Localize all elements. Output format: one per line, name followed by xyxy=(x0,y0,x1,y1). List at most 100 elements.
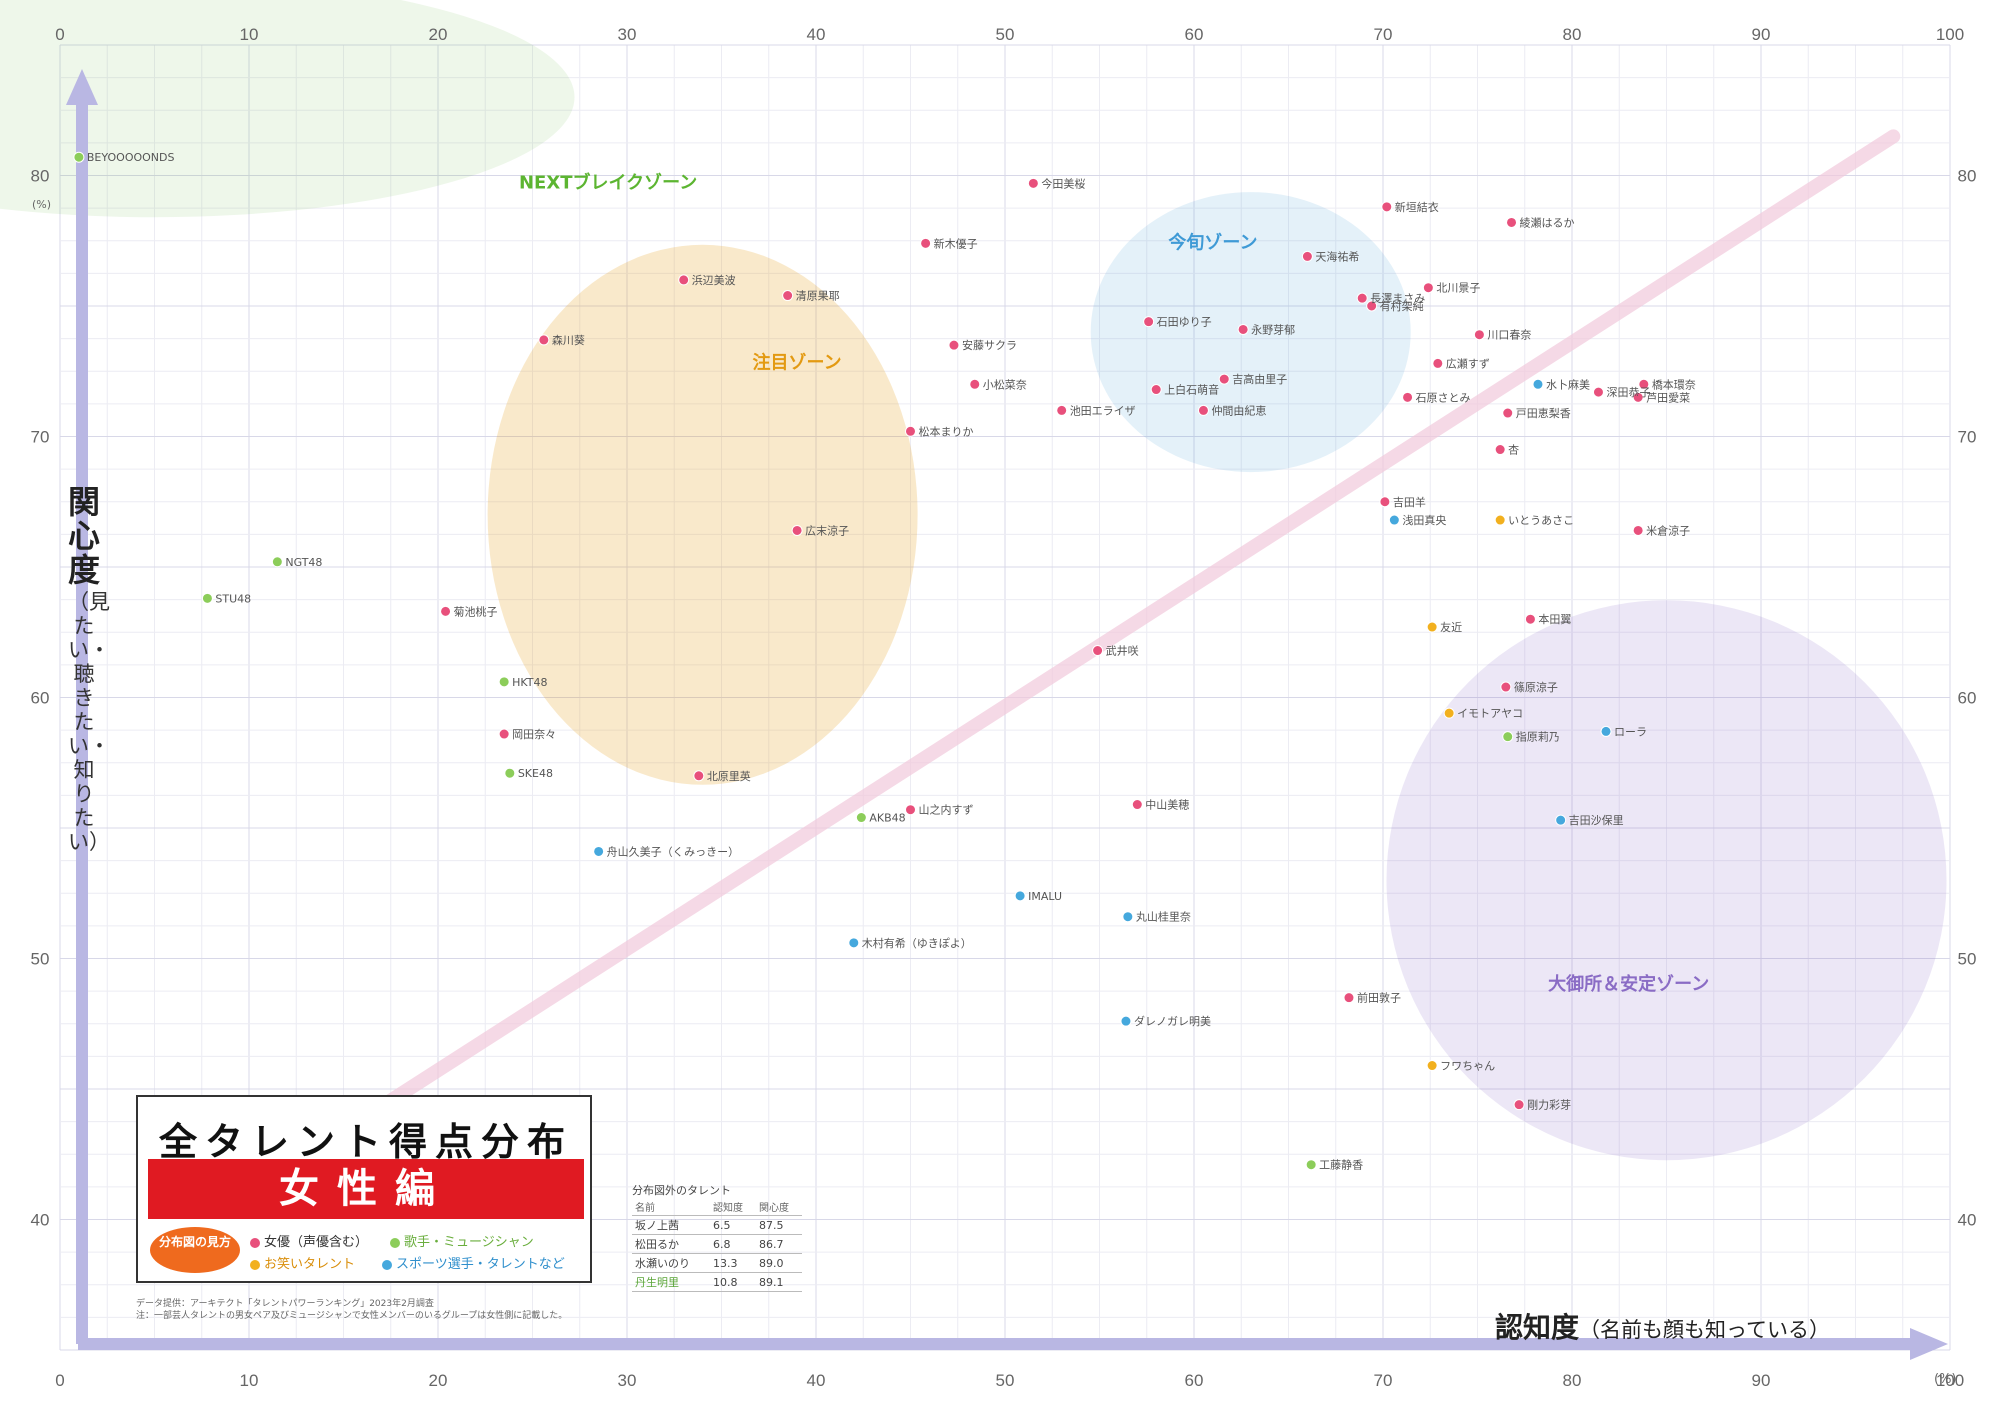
data-label: SKE48 xyxy=(518,767,553,780)
data-point xyxy=(1120,1015,1132,1027)
data-label: 長澤まさみ xyxy=(1370,292,1425,305)
pink-dot-icon xyxy=(250,1237,260,1248)
y-tick-right-label: 60 xyxy=(1958,689,1977,708)
data-label: 浅田真央 xyxy=(1402,513,1446,527)
title-panel: 全タレント得点分布図 女性編 分布図の見方 女優（声優含む） 歌手・ミュージシャ… xyxy=(136,1095,592,1283)
data-label: 川口春奈 xyxy=(1487,328,1531,342)
data-label: 清原果耶 xyxy=(796,290,840,303)
data-label: 指原莉乃 xyxy=(1516,730,1560,744)
data-point xyxy=(1143,316,1155,328)
x-tick-bottom-label: 40 xyxy=(807,1371,826,1390)
data-point xyxy=(1237,323,1249,335)
outside-table-grid: 名前 認知度 関心度 坂ノ上茜 6.5 87.5 松田るか 6.8 86.7 水… xyxy=(632,1198,802,1292)
data-label: 小松菜奈 xyxy=(983,377,1027,391)
x-unit: (%) xyxy=(1934,1372,1957,1387)
data-label: 工藤静香 xyxy=(1319,1158,1363,1172)
data-label: 深田恭子 xyxy=(1606,386,1650,399)
table-cell: 松田るか xyxy=(632,1234,710,1254)
table-cell: 89.0 xyxy=(755,1253,802,1273)
data-label: NGT48 xyxy=(285,556,322,569)
data-label: 吉田羊 xyxy=(1393,495,1426,509)
data-point xyxy=(1218,373,1230,385)
table-cell: 89.1 xyxy=(755,1272,802,1292)
y-axis-title: 関心度 xyxy=(67,483,100,589)
table-header-row: 名前 認知度 関心度 xyxy=(632,1198,802,1216)
data-point xyxy=(1366,300,1378,312)
data-point xyxy=(593,845,605,857)
data-label: フワちゃん xyxy=(1440,1060,1495,1073)
data-point xyxy=(1356,292,1368,304)
data-point xyxy=(678,274,690,286)
table-row: 水瀬いのり 13.3 89.0 xyxy=(632,1253,802,1273)
zone-label: 注目ゾーン xyxy=(753,352,842,374)
data-point xyxy=(1150,384,1162,396)
data-label: イモトアヤコ xyxy=(1457,707,1523,720)
legend-label: 女優（声優含む） xyxy=(264,1235,369,1250)
diagonal-band xyxy=(279,129,1901,1175)
table-header: 関心度 xyxy=(755,1198,802,1216)
x-tick-top-label: 100 xyxy=(1936,25,1964,44)
zone-label: 今旬ゾーン xyxy=(1168,232,1257,254)
legend-item-sports: スポーツ選手・タレントなど xyxy=(382,1253,565,1272)
grid xyxy=(59,44,1951,1351)
table-cell: 87.5 xyxy=(755,1215,802,1235)
x-axis-title: 認知度（名前も顔も知っている） xyxy=(1495,1306,1830,1346)
y-axis-subtitle: （見たい・聴きたい・知りたい） xyxy=(68,590,110,854)
data-point xyxy=(1197,404,1209,416)
data-label: 篠原涼子 xyxy=(1514,680,1558,694)
x-tick-bottom-label: 20 xyxy=(429,1371,448,1390)
data-label: 森川葵 xyxy=(552,333,585,347)
x-tick-bottom-label: 90 xyxy=(1752,1371,1771,1390)
tick-labels: 0 10 20 30 40 50 60 70 80 90 100 0 10 20 30 40 50 60 70 80 9… xyxy=(31,25,1977,1390)
data-point xyxy=(1555,814,1567,826)
y-tick-right-label: 70 xyxy=(1958,428,1977,447)
x-tick-top-label: 20 xyxy=(429,25,448,44)
x-tick-bottom-label: 70 xyxy=(1374,1371,1393,1390)
x-tick-bottom-label: 100 xyxy=(1936,1371,1964,1390)
data-label: 新木優子 xyxy=(934,236,978,250)
x-axis-label: 認知度 xyxy=(1495,1311,1580,1344)
data-label: 前田敦子 xyxy=(1357,991,1401,1005)
x-tick-bottom-label: 0 xyxy=(55,1371,64,1390)
y-tick-label: 70 xyxy=(31,428,50,447)
data-label: 永野芽郁 xyxy=(1251,322,1295,336)
data-label: 広末涼子 xyxy=(805,523,849,537)
data-point xyxy=(1056,404,1068,416)
data-point xyxy=(1014,890,1026,902)
x-tick-top-label: 10 xyxy=(240,25,259,44)
table-row: 丹生明里 10.8 89.1 xyxy=(632,1272,802,1292)
table-header: 認知度 xyxy=(709,1198,756,1216)
data-label: 吉高由里子 xyxy=(1232,372,1287,386)
data-point xyxy=(1632,391,1644,403)
table-cell: 6.8 xyxy=(709,1234,756,1254)
data-label: 岡田奈々 xyxy=(512,727,556,741)
data-label: 丸山桂里奈 xyxy=(1136,910,1191,924)
legend-label: スポーツ選手・タレントなど xyxy=(396,1257,565,1272)
data-label: 菊池桃子 xyxy=(454,604,498,618)
table-header: 名前 xyxy=(632,1198,710,1216)
data-point xyxy=(1600,725,1612,737)
data-point xyxy=(1592,386,1604,398)
data-label: 上白石萌音 xyxy=(1164,383,1219,397)
x-tick-bottom-label: 10 xyxy=(240,1371,259,1390)
data-label: 芦田愛菜 xyxy=(1646,391,1690,404)
data-point xyxy=(73,151,85,163)
data-point xyxy=(1443,707,1455,719)
axes xyxy=(66,69,1948,1360)
data-label: 浜辺美波 xyxy=(692,274,736,287)
data-point xyxy=(498,676,510,688)
x-tick-top-label: 30 xyxy=(618,25,637,44)
data-point xyxy=(1388,514,1400,526)
table-cell: 坂ノ上茜 xyxy=(632,1215,710,1235)
data-point xyxy=(791,524,803,536)
blue-dot-icon xyxy=(382,1259,392,1270)
legend-item-comedian: お笑いタレント xyxy=(250,1253,355,1272)
data-point xyxy=(855,812,867,824)
data-point xyxy=(1632,524,1644,536)
data-label: 橋本環奈 xyxy=(1652,377,1696,391)
y-tick-label: 50 xyxy=(31,950,50,969)
data-point xyxy=(1422,282,1434,294)
data-label: 石田ゆり子 xyxy=(1157,316,1212,329)
green-dot-icon xyxy=(390,1237,400,1248)
